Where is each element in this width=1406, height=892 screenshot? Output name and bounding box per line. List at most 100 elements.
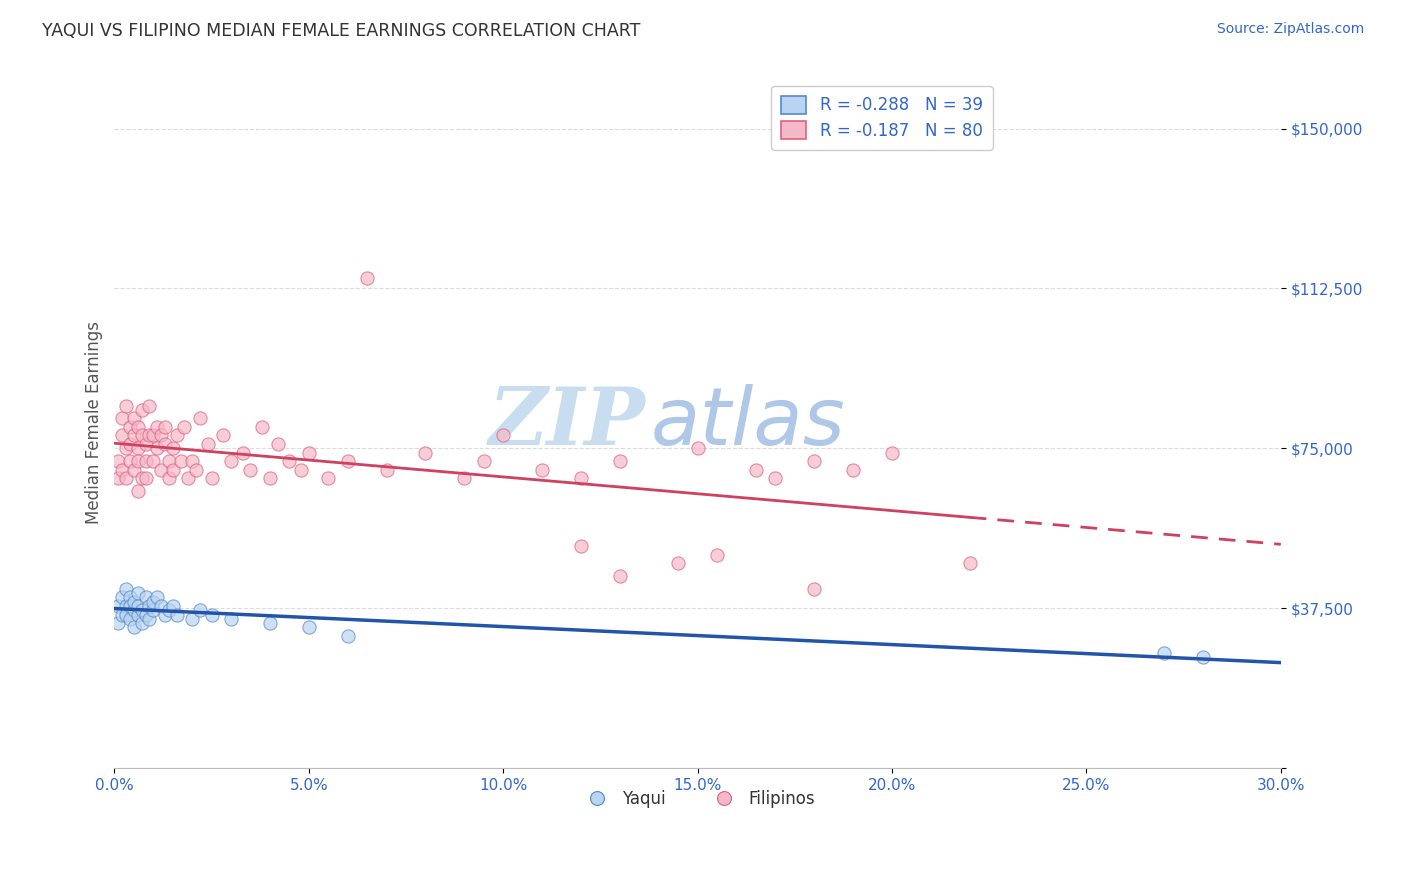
Point [157,454,180,468]
Point [166,428,188,442]
Point [959,557,981,571]
Point [107,471,129,485]
Point [232,445,254,459]
Point [201,607,224,622]
Point [177,471,200,485]
Point [115,582,138,596]
Point [278,454,301,468]
Point [157,603,180,617]
Point [150,462,173,476]
Point [150,599,173,613]
Point [122,428,145,442]
Point [181,454,204,468]
Text: Source: ZipAtlas.com: Source: ZipAtlas.com [1216,22,1364,37]
Point [127,599,149,613]
Point [122,411,145,425]
Point [1192,650,1215,665]
Point [138,428,160,442]
Point [803,454,825,468]
Point [115,399,138,413]
Point [131,428,153,442]
Point [162,442,184,456]
Point [146,442,169,456]
Point [569,539,592,553]
Point [375,462,398,476]
Point [107,615,129,630]
Text: atlas: atlas [651,384,845,462]
Point [122,595,145,609]
Point [336,629,359,643]
Point [157,471,180,485]
Point [239,462,262,476]
Point [219,454,242,468]
Point [115,442,138,456]
Point [356,270,378,285]
Point [472,454,495,468]
Point [134,591,156,605]
Point [666,557,689,571]
Point [219,612,242,626]
Y-axis label: Median Female Earnings: Median Female Earnings [86,321,103,524]
Point [181,612,204,626]
Point [142,603,165,617]
Point [134,437,156,451]
Point [122,462,145,476]
Point [131,615,153,630]
Point [118,612,141,626]
Point [107,599,129,613]
Point [188,603,211,617]
Point [686,442,709,456]
Point [111,607,134,622]
Point [142,454,165,468]
Point [131,403,153,417]
Point [259,471,281,485]
Point [316,471,339,485]
Point [492,428,515,442]
Point [127,420,149,434]
Point [127,607,149,622]
Point [127,483,149,498]
Point [146,591,169,605]
Point [146,420,169,434]
Point [166,607,188,622]
Point [111,428,134,442]
Point [880,445,903,459]
Point [118,437,141,451]
Point [134,454,156,468]
Point [153,607,176,622]
Point [267,437,290,451]
Point [118,591,141,605]
Point [531,462,554,476]
Point [138,612,160,626]
Point [169,454,191,468]
Point [162,462,184,476]
Point [842,462,865,476]
Text: ZIP: ZIP [488,384,645,461]
Point [111,411,134,425]
Point [290,462,312,476]
Point [153,437,176,451]
Point [131,603,153,617]
Point [142,595,165,609]
Point [201,471,224,485]
Point [259,615,281,630]
Point [188,411,211,425]
Point [131,471,153,485]
Point [118,599,141,613]
Point [134,471,156,485]
Point [115,471,138,485]
Point [115,599,138,613]
Point [111,591,134,605]
Point [298,445,321,459]
Point [298,620,321,634]
Point [122,603,145,617]
Point [706,548,728,562]
Point [336,454,359,468]
Point [127,586,149,600]
Point [142,428,165,442]
Point [111,462,134,476]
Point [609,569,631,583]
Point [153,420,176,434]
Point [138,399,160,413]
Text: YAQUI VS FILIPINO MEDIAN FEMALE EARNINGS CORRELATION CHART: YAQUI VS FILIPINO MEDIAN FEMALE EARNINGS… [42,22,641,40]
